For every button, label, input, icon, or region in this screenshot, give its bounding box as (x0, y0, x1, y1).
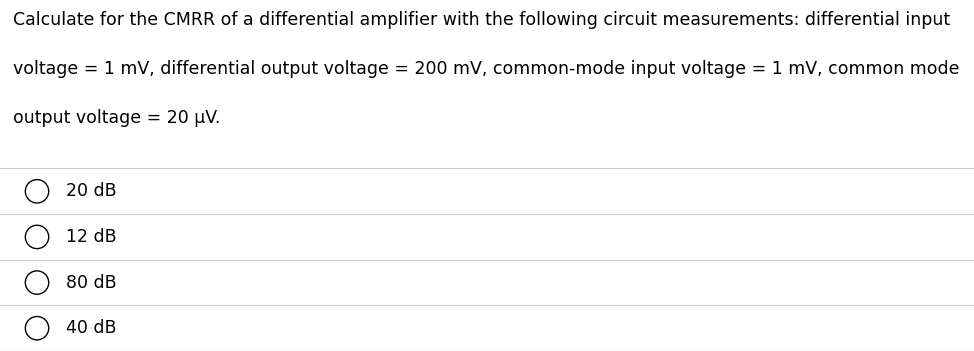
Text: voltage = 1 mV, differential output voltage = 200 mV, common-mode input voltage : voltage = 1 mV, differential output volt… (13, 60, 959, 78)
Ellipse shape (25, 180, 49, 203)
Text: 12 dB: 12 dB (66, 228, 117, 246)
Text: Calculate for the CMRR of a differential amplifier with the following circuit me: Calculate for the CMRR of a differential… (13, 11, 950, 28)
Ellipse shape (25, 317, 49, 340)
Text: 80 dB: 80 dB (66, 273, 117, 292)
Ellipse shape (25, 225, 49, 249)
Text: output voltage = 20 μV.: output voltage = 20 μV. (13, 109, 220, 127)
Ellipse shape (25, 271, 49, 294)
Text: 40 dB: 40 dB (66, 319, 117, 337)
Text: 20 dB: 20 dB (66, 182, 117, 200)
